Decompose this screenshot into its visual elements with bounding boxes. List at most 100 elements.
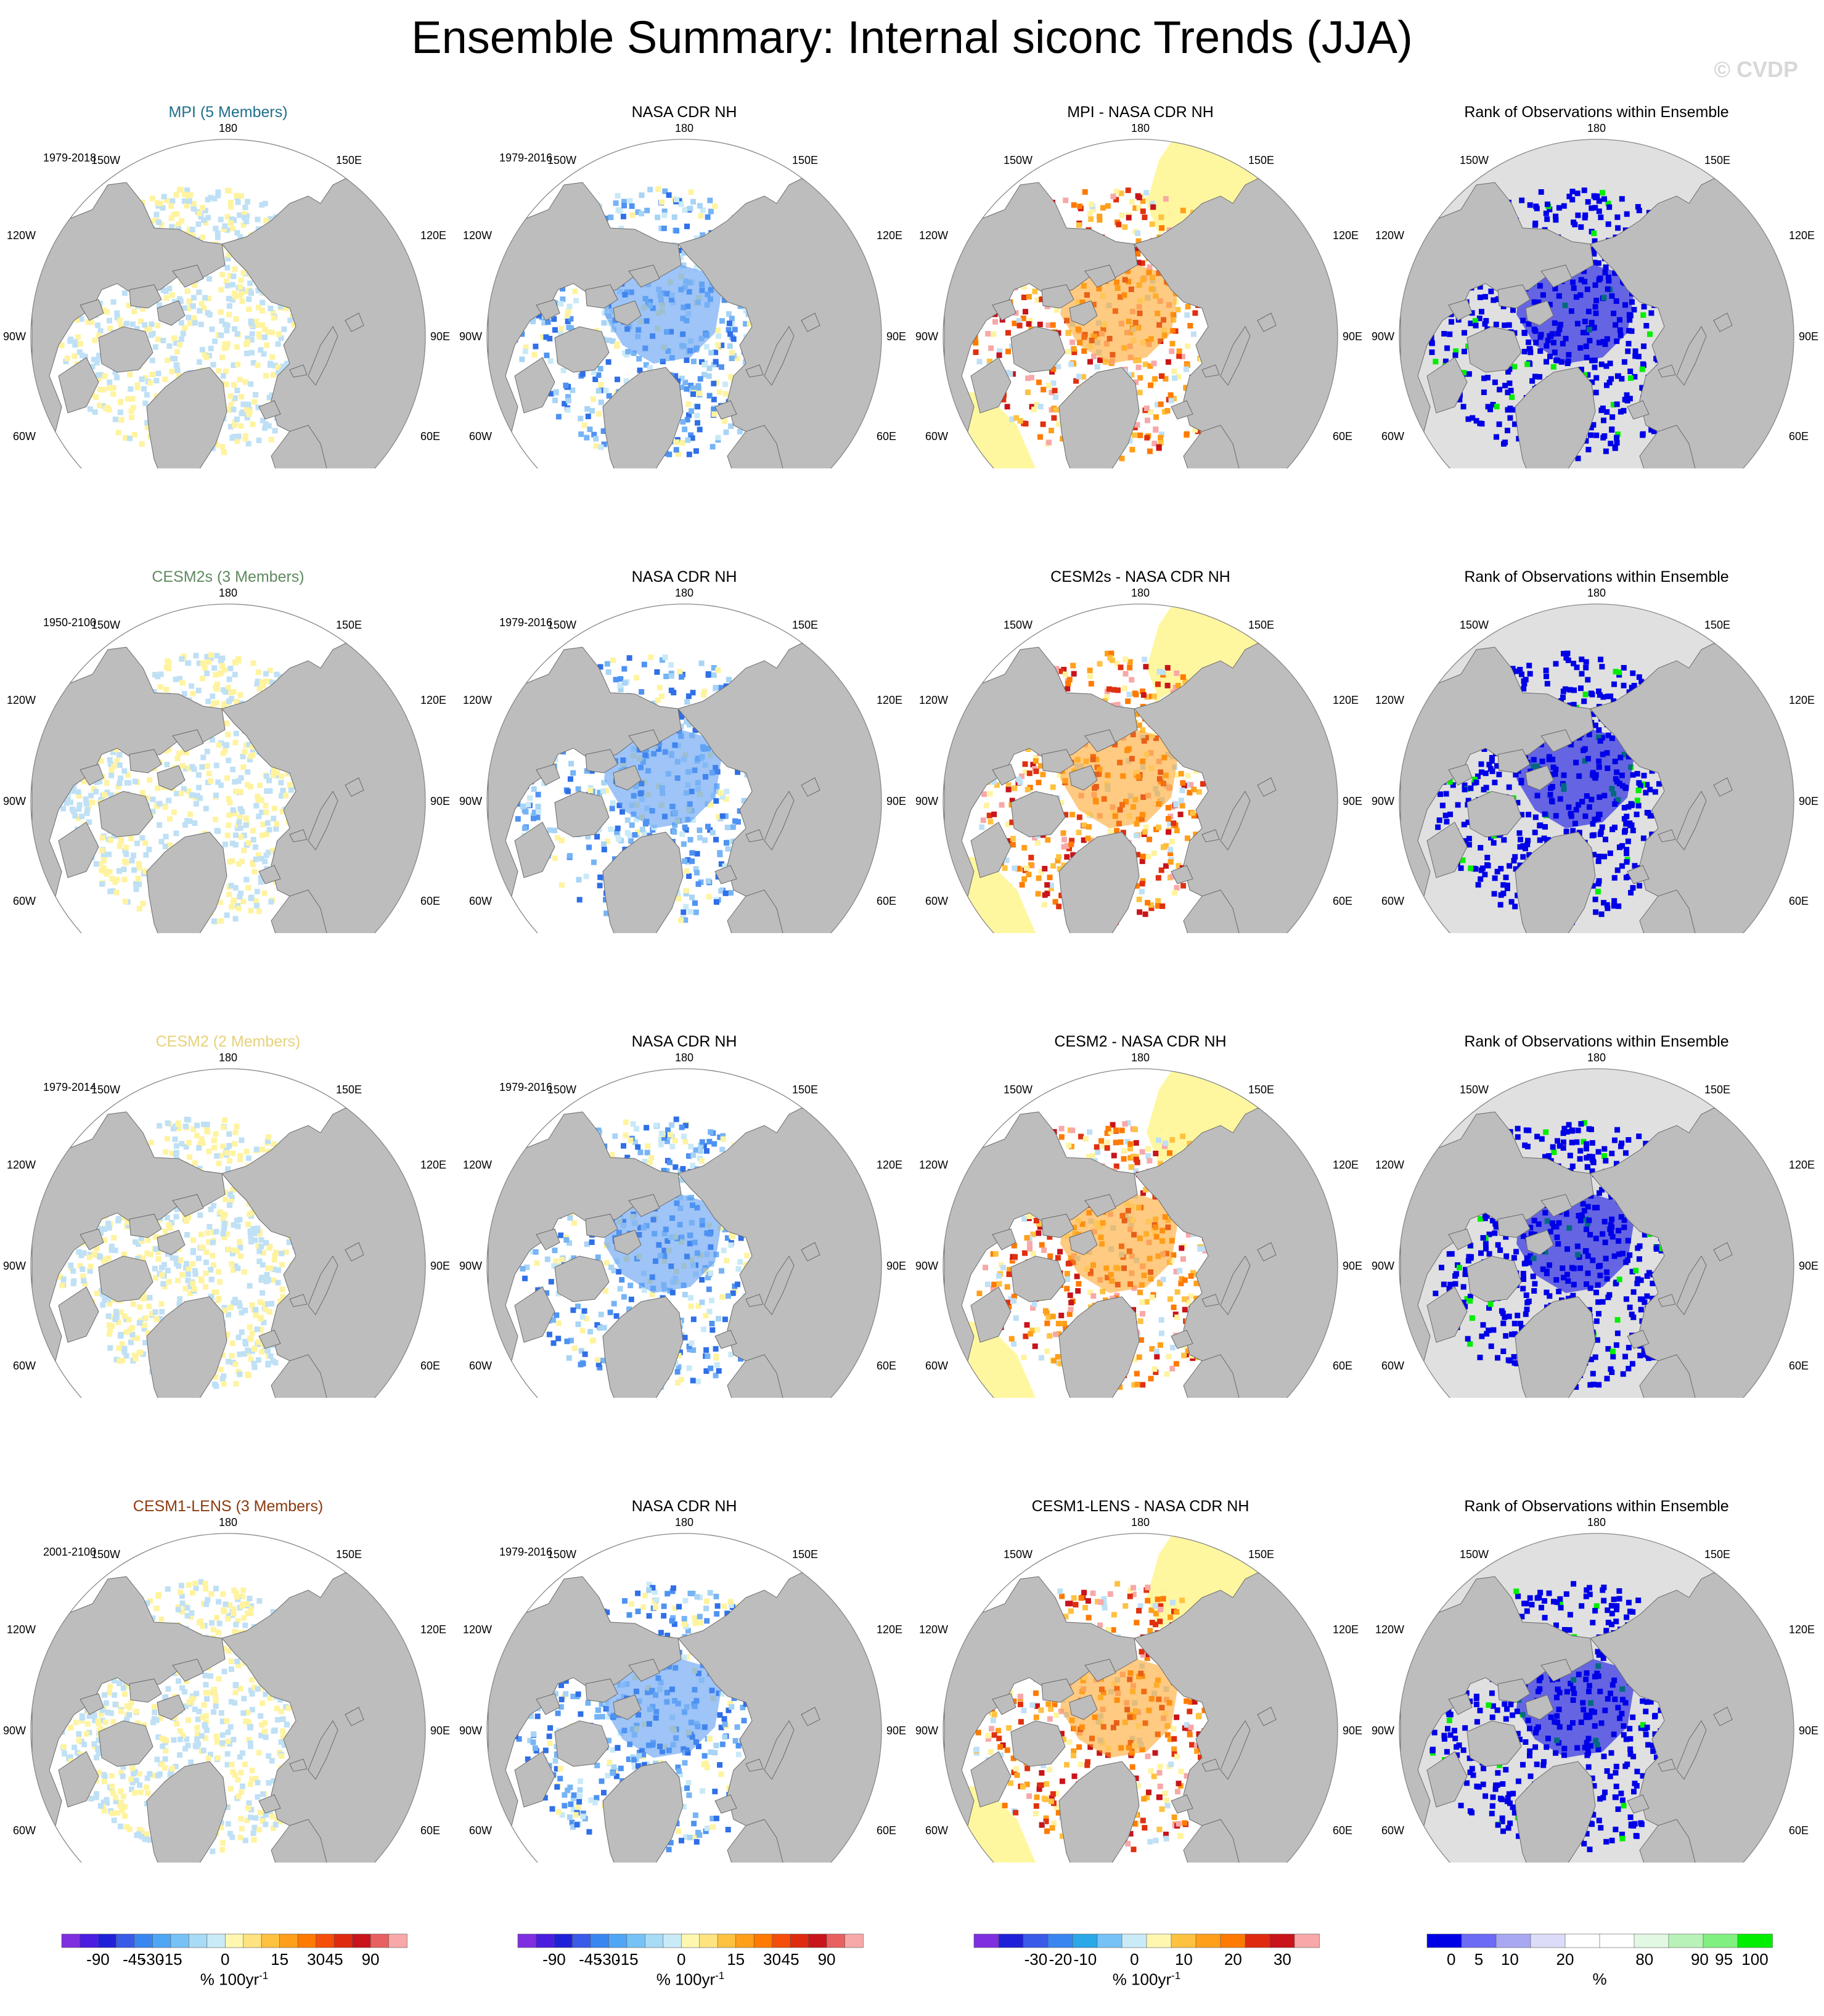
map-label-right: 90E: [886, 795, 906, 807]
map-label-right-lower: 60E: [1333, 1824, 1352, 1837]
map-label-right-upper: 120E: [1789, 1623, 1815, 1636]
map-label-top: 180: [219, 122, 237, 134]
map-label-right: 90E: [1799, 1724, 1818, 1737]
panel-title: MPI (5 Members): [168, 104, 288, 121]
panel-model-row-3: 1800150W150E120W120E90W90E60W60E30W30ECE…: [0, 929, 456, 1398]
map-label-left: 90W: [3, 795, 26, 807]
map-label-left: 90W: [1372, 1260, 1394, 1272]
time-period-label: 1979-2018: [43, 152, 97, 164]
map-label-left-upper: 120W: [1375, 1159, 1404, 1171]
map-label-right-lower: 60E: [420, 895, 440, 907]
map-label-upper-right: 150E: [1704, 154, 1730, 166]
diff-neutral-zone-atlantic: [943, 1782, 1097, 1863]
model-map: 1800150W150E120W120E90W90E60W60E30W30E: [3, 587, 450, 933]
diff-map: 1800150W150E120W120E90W90E60W60E30W30E: [915, 1051, 1362, 1398]
map-label-right-lower: 60E: [420, 430, 440, 443]
diff-neutral-zone-atlantic: [943, 1318, 1097, 1398]
land-mask: [31, 1572, 425, 1863]
map-label-upper-right: 150E: [1704, 1083, 1730, 1096]
map-label-right: 90E: [1799, 1260, 1818, 1272]
map-label-right-lower: 60E: [1789, 895, 1809, 907]
map-label-left: 90W: [915, 795, 938, 807]
map-label-upper-right: 150E: [1248, 1083, 1274, 1096]
map-label-right: 90E: [1343, 1724, 1362, 1737]
map-label-left-upper: 120W: [919, 1159, 948, 1171]
map-label-top: 180: [219, 1516, 237, 1528]
panel-title: Rank of Observations within Ensemble: [1464, 568, 1729, 586]
map-label-right: 90E: [430, 330, 450, 343]
model-map: 1800150W150E120W120E90W90E60W60E30W30E: [3, 1516, 450, 1863]
map-label-right-upper: 120E: [420, 1623, 446, 1636]
map-label-left-upper: 120W: [1375, 229, 1404, 242]
diff-map: 1800150W150E120W120E90W90E60W60E30W30E: [915, 122, 1362, 468]
land-mask: [488, 643, 881, 933]
map-label-right-upper: 120E: [877, 229, 902, 242]
model-map: 1800150W150E120W120E90W90E60W60E30W30E: [3, 122, 450, 468]
panel-rank-row-2: 1800150W150E120W120E90W90E60W60E30W30ERa…: [1368, 465, 1824, 933]
land-mask: [488, 178, 881, 468]
map-label-left-lower: 60W: [1381, 1360, 1404, 1372]
panel-title: NASA CDR NH: [631, 1033, 737, 1050]
obs-map: 1800150W150E120W120E90W90E60W60E30W30E: [459, 587, 906, 933]
land-mask: [488, 1108, 881, 1398]
map-label-left-upper: 120W: [463, 229, 492, 242]
map-label-right: 90E: [430, 1724, 450, 1737]
map-label-right-lower: 60E: [1333, 1360, 1352, 1372]
map-label-top: 180: [1131, 1051, 1150, 1064]
map-label-left: 90W: [1372, 1724, 1394, 1737]
map-label-upper-left: 150W: [1460, 1083, 1489, 1096]
map-label-upper-right: 150E: [792, 1083, 818, 1096]
map-label-right: 90E: [1343, 330, 1362, 343]
map-label-left-lower: 60W: [1381, 430, 1404, 443]
panel-diff-row-2: 1800150W150E120W120E90W90E60W60E30W30ECE…: [912, 465, 1368, 933]
obs-map: 1800150W150E120W120E90W90E60W60E30W30E: [459, 1516, 906, 1863]
panel-title: CESM2 (2 Members): [155, 1033, 301, 1050]
map-label-upper-right: 150E: [1248, 1548, 1274, 1561]
map-boundary: [943, 603, 1338, 933]
central-arctic-signal: [604, 259, 721, 364]
land-mask: [1400, 178, 1794, 468]
time-period-label: 1979-2016: [499, 1081, 553, 1093]
map-label-left-lower: 60W: [13, 430, 36, 443]
map-label-upper-right: 150E: [336, 1548, 362, 1561]
map-label-left: 90W: [459, 795, 482, 807]
map-label-right-upper: 120E: [420, 1159, 446, 1171]
panel-title: CESM2 - NASA CDR NH: [1054, 1033, 1227, 1050]
central-arctic-signal: [1060, 259, 1177, 364]
map-boundary: [943, 139, 1338, 468]
panel-diff-row-3: 1800150W150E120W120E90W90E60W60E30W30ECE…: [912, 929, 1368, 1398]
map-label-right-lower: 60E: [877, 430, 896, 443]
map-boundary: [30, 139, 426, 468]
figure-title: Ensemble Summary: Internal siconc Trends…: [411, 12, 1413, 63]
map-label-upper-right: 150E: [1248, 154, 1274, 166]
panel-rank-row-1: 1800150W150E120W120E90W90E60W60E30W30ERa…: [1368, 0, 1824, 468]
panel-title: NASA CDR NH: [631, 568, 737, 586]
panel-obs-row-1: 1800150W150E120W120E90W90E60W60E30W30ENA…: [456, 0, 912, 468]
map-label-left: 90W: [3, 330, 26, 343]
panel-title: MPI - NASA CDR NH: [1067, 104, 1214, 121]
map-boundary: [943, 1533, 1338, 1863]
map-boundary: [1399, 603, 1794, 933]
map-label-upper-left: 150W: [91, 154, 120, 166]
map-label-upper-left: 150W: [1004, 619, 1033, 631]
panel-title: NASA CDR NH: [631, 1498, 737, 1515]
land-mask: [1400, 1108, 1794, 1398]
map-label-right-upper: 120E: [1789, 694, 1815, 706]
map-label-right-lower: 60E: [420, 1360, 440, 1372]
panel-rank-row-3: 1800150W150E120W120E90W90E60W60E30W30ERa…: [1368, 929, 1824, 1398]
map-label-left-lower: 60W: [1381, 1824, 1404, 1837]
map-label-left: 90W: [1372, 795, 1394, 807]
map-label-right: 90E: [1799, 795, 1818, 807]
map-label-left-lower: 60W: [13, 1360, 36, 1372]
panel-model-row-2: 1800150W150E120W120E90W90E60W60E30W30ECE…: [0, 465, 456, 933]
panel-obs-row-2: 1800150W150E120W120E90W90E60W60E30W30ENA…: [456, 465, 912, 933]
diff-neutral-zone-atlantic: [943, 388, 1097, 468]
map-label-right-lower: 60E: [1333, 895, 1352, 907]
rank-map: 1800150W150E120W120E90W90E60W60E30W30E: [1372, 587, 1818, 933]
map-label-left-lower: 60W: [1381, 895, 1404, 907]
map-label-right-lower: 60E: [877, 895, 896, 907]
map-label-right: 90E: [1343, 795, 1362, 807]
time-period-label: 1979-2016: [499, 616, 553, 629]
map-boundary: [1399, 1068, 1794, 1398]
map-label-left-lower: 60W: [469, 1824, 492, 1837]
